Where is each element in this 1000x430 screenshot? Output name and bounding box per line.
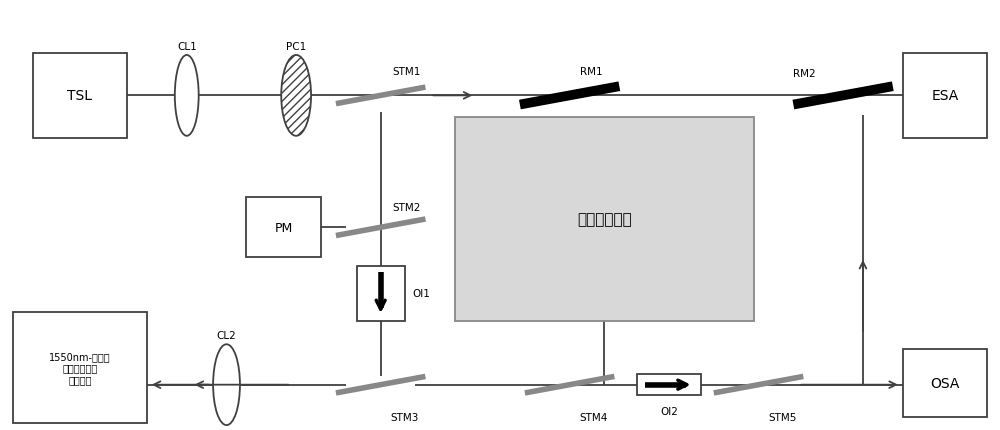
Bar <box>246 198 321 258</box>
Text: TSL: TSL <box>67 89 92 103</box>
Text: OI2: OI2 <box>660 405 678 415</box>
Text: OI1: OI1 <box>412 289 430 298</box>
Text: 1550nm-垂直腔
表面发射半导
体激光器: 1550nm-垂直腔 表面发射半导 体激光器 <box>49 351 111 384</box>
Text: PC1: PC1 <box>286 42 306 52</box>
Text: STM1: STM1 <box>393 67 421 77</box>
Text: STM5: STM5 <box>769 412 797 422</box>
Bar <box>455 117 754 321</box>
Text: CL2: CL2 <box>217 330 236 340</box>
Text: STM4: STM4 <box>580 412 608 422</box>
Text: STM3: STM3 <box>391 412 419 422</box>
Text: PM: PM <box>275 221 293 234</box>
Text: 双腔反馈模块: 双腔反馈模块 <box>577 212 632 227</box>
Ellipse shape <box>175 56 199 136</box>
Text: STM2: STM2 <box>393 203 421 213</box>
Bar <box>33 54 127 138</box>
Text: OSA: OSA <box>930 376 960 390</box>
Bar <box>357 266 405 321</box>
Text: ESA: ESA <box>931 89 959 103</box>
Bar <box>13 313 147 423</box>
Text: CL1: CL1 <box>177 42 197 52</box>
Text: RM2: RM2 <box>793 69 816 79</box>
Bar <box>637 375 701 395</box>
Text: RM1: RM1 <box>580 67 602 77</box>
Bar <box>903 349 987 417</box>
Bar <box>903 54 987 138</box>
Ellipse shape <box>213 344 240 425</box>
Ellipse shape <box>281 56 311 136</box>
